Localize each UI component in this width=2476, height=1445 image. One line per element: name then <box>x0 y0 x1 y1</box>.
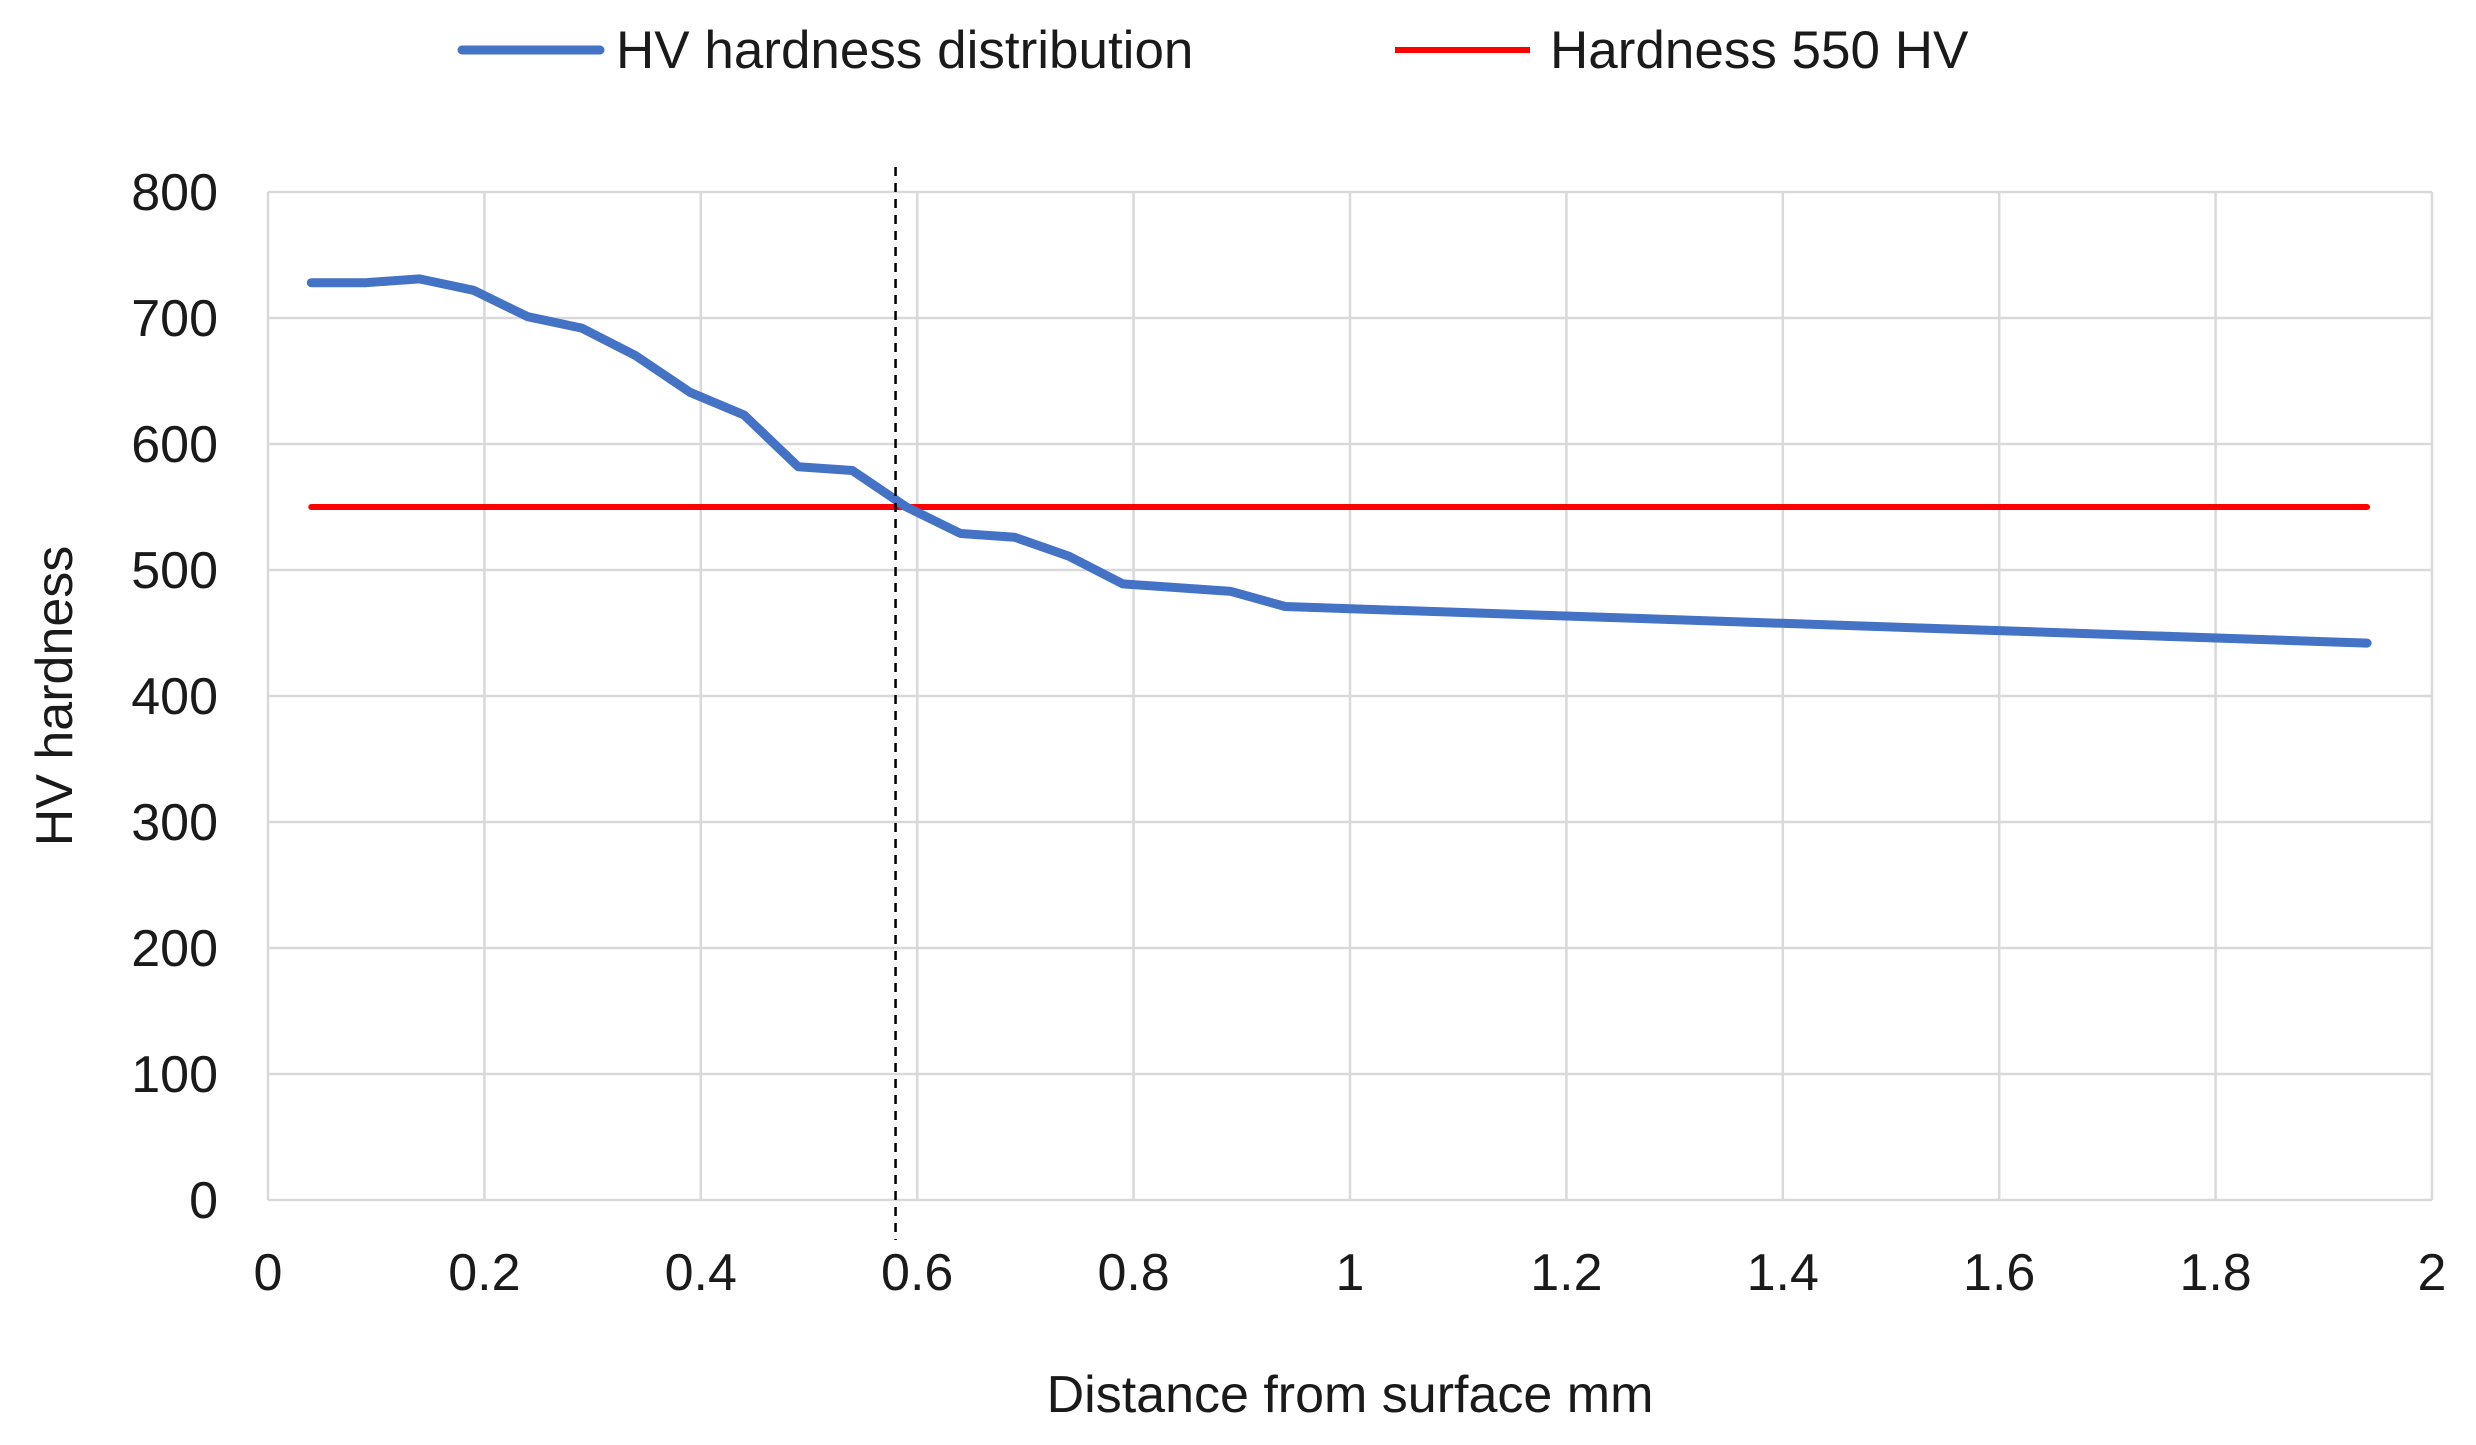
y-tick-label-600: 600 <box>131 416 218 474</box>
y-tick-label-800: 800 <box>131 164 218 222</box>
legend-label-550hv: Hardness 550 HV <box>1550 21 1969 80</box>
x-tick-label-1-8: 1.8 <box>2179 1244 2251 1302</box>
data-point-hv-hardness-distribution-1 <box>362 280 368 286</box>
data-point-hv-hardness-distribution-16 <box>1174 585 1180 591</box>
data-point-hv-hardness-distribution-13 <box>1012 534 1018 540</box>
y-tick-label-500: 500 <box>131 542 218 600</box>
data-point-hv-hardness-distribution-18 <box>1282 604 1288 610</box>
data-point-hv-hardness-distribution-7 <box>687 389 693 395</box>
x-tick-label-0-4: 0.4 <box>665 1244 737 1302</box>
data-point-hv-hardness-distribution-12 <box>957 530 963 536</box>
data-point-hv-hardness-distribution-2 <box>416 276 422 282</box>
data-point-hv-hardness-distribution-9 <box>795 464 801 470</box>
x-tick-label-0-8: 0.8 <box>1097 1244 1169 1302</box>
data-point-hv-hardness-distribution-0 <box>308 280 314 286</box>
data-point-hv-hardness-distribution-17 <box>1228 588 1234 594</box>
series-layer <box>306 274 2372 648</box>
x-tick-label-2: 2 <box>2418 1244 2447 1302</box>
y-axis-title: HV hardness <box>26 546 84 847</box>
x-tick-label-1-2: 1.2 <box>1530 1244 1602 1302</box>
x-tick-label-1: 1 <box>1336 1244 1365 1302</box>
data-point-hv-hardness-distribution-14 <box>1066 553 1072 559</box>
y-tick-label-0: 0 <box>189 1172 218 1230</box>
y-tick-label-700: 700 <box>131 290 218 348</box>
data-point-hv-hardness-distribution-4 <box>525 314 531 320</box>
legend: HV hardness distribution Hardness 550 HV <box>457 21 1969 80</box>
data-point-hv-hardness-distribution-6 <box>633 353 639 359</box>
data-point-hardness-550-hv-0 <box>308 504 314 510</box>
x-tick-label-0: 0 <box>254 1244 283 1302</box>
y-tick-label-100: 100 <box>131 1046 218 1104</box>
data-point-hv-hardness-distribution-11 <box>903 504 909 510</box>
gridlines <box>266 190 2434 1202</box>
data-point-hv-hardness-distribution-19 <box>2364 640 2370 646</box>
x-tick-label-0-2: 0.2 <box>448 1244 520 1302</box>
x-axis-title: Distance from surface mm <box>1047 1366 1654 1424</box>
data-point-hv-hardness-distribution-10 <box>849 467 855 473</box>
x-tick-label-1-4: 1.4 <box>1747 1244 1819 1302</box>
y-tick-label-200: 200 <box>131 920 218 978</box>
y-tick-label-400: 400 <box>131 668 218 726</box>
series-line-hv-hardness-distribution <box>306 274 2372 648</box>
data-point-hardness-550-hv-1 <box>2364 504 2370 510</box>
data-point-hv-hardness-distribution-8 <box>741 412 747 418</box>
data-point-hv-hardness-distribution-3 <box>471 287 477 293</box>
data-point-hv-hardness-distribution-15 <box>1120 581 1126 587</box>
y-tick-label-300: 300 <box>131 794 218 852</box>
y-axis: 0 100 200 300 400 500 600 700 800 <box>131 164 218 1230</box>
x-tick-label-1-6: 1.6 <box>1963 1244 2035 1302</box>
legend-label-hv-distribution: HV hardness distribution <box>616 21 1193 80</box>
x-axis: 0 0.2 0.4 0.6 0.8 1 1.2 1.4 1.6 1.8 2 <box>254 1244 2447 1302</box>
data-point-hv-hardness-distribution-5 <box>579 325 585 331</box>
x-tick-label-0-6: 0.6 <box>881 1244 953 1302</box>
